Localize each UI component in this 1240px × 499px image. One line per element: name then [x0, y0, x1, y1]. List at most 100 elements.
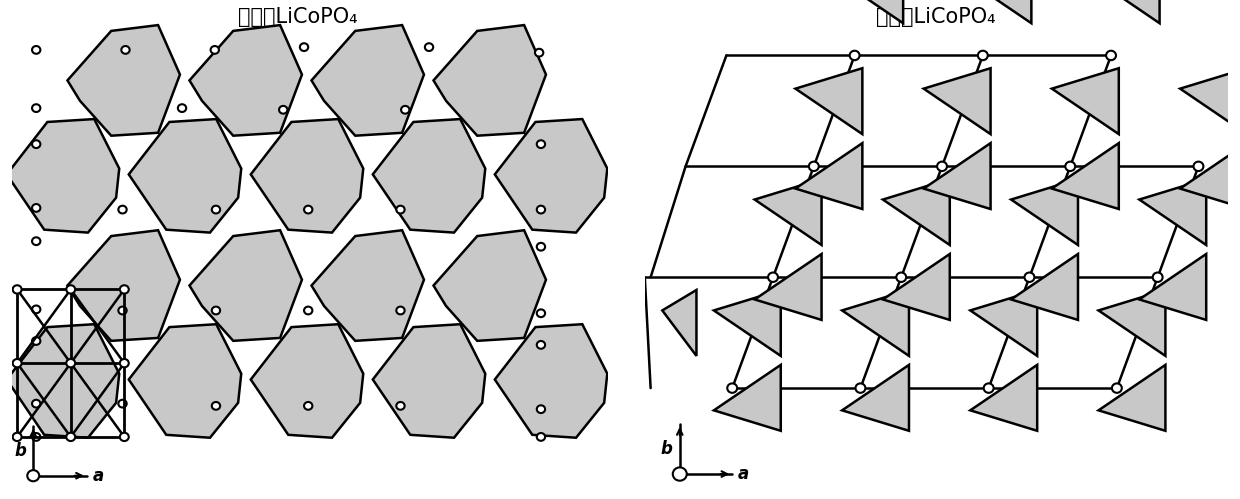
Circle shape: [537, 341, 546, 349]
Circle shape: [1194, 162, 1203, 171]
Polygon shape: [714, 290, 781, 356]
Polygon shape: [714, 365, 781, 431]
Polygon shape: [1140, 254, 1207, 320]
Circle shape: [1106, 51, 1116, 60]
Circle shape: [1065, 162, 1075, 171]
Text: a: a: [93, 467, 104, 485]
Polygon shape: [373, 119, 485, 233]
Circle shape: [212, 206, 221, 214]
Circle shape: [120, 433, 129, 441]
Polygon shape: [883, 179, 950, 245]
Circle shape: [304, 306, 312, 314]
Polygon shape: [1092, 0, 1159, 23]
Circle shape: [32, 104, 41, 112]
Circle shape: [425, 43, 433, 51]
Circle shape: [66, 359, 76, 367]
Circle shape: [177, 104, 186, 112]
Polygon shape: [129, 324, 242, 438]
Polygon shape: [1140, 179, 1207, 245]
Circle shape: [122, 46, 130, 54]
Polygon shape: [842, 365, 909, 431]
Circle shape: [1024, 272, 1034, 282]
Circle shape: [978, 51, 988, 60]
Polygon shape: [662, 290, 697, 356]
Text: 橄榄石LiCoPO₄: 橄榄石LiCoPO₄: [238, 6, 358, 26]
Circle shape: [401, 106, 409, 114]
Polygon shape: [1052, 68, 1118, 134]
Polygon shape: [495, 119, 608, 233]
Circle shape: [12, 359, 21, 367]
Polygon shape: [190, 230, 303, 341]
Text: b: b: [661, 440, 673, 458]
Polygon shape: [6, 324, 119, 438]
Circle shape: [768, 272, 777, 282]
Polygon shape: [965, 0, 1032, 23]
Circle shape: [537, 206, 546, 214]
Circle shape: [300, 43, 309, 51]
Polygon shape: [883, 254, 950, 320]
Circle shape: [120, 285, 129, 293]
Circle shape: [537, 405, 546, 413]
Polygon shape: [1099, 290, 1166, 356]
Polygon shape: [1052, 143, 1118, 209]
Polygon shape: [842, 290, 909, 356]
Polygon shape: [1099, 365, 1166, 431]
Circle shape: [66, 285, 76, 293]
Circle shape: [212, 402, 221, 410]
Circle shape: [849, 51, 859, 60]
Circle shape: [32, 305, 41, 313]
Circle shape: [397, 402, 404, 410]
Polygon shape: [1180, 68, 1240, 134]
Polygon shape: [311, 25, 424, 136]
Circle shape: [304, 402, 312, 410]
Circle shape: [32, 400, 41, 408]
Circle shape: [32, 46, 41, 54]
Circle shape: [118, 400, 126, 408]
Circle shape: [12, 433, 21, 441]
Text: a: a: [738, 465, 749, 483]
Polygon shape: [924, 143, 991, 209]
Polygon shape: [250, 324, 363, 438]
Circle shape: [32, 140, 41, 148]
Circle shape: [534, 49, 543, 56]
Circle shape: [856, 383, 866, 393]
Circle shape: [32, 433, 41, 441]
Text: b: b: [14, 442, 26, 460]
Circle shape: [537, 243, 546, 250]
Circle shape: [537, 309, 546, 317]
Polygon shape: [795, 68, 862, 134]
Circle shape: [32, 204, 41, 212]
Circle shape: [537, 140, 546, 148]
Polygon shape: [373, 324, 485, 438]
Polygon shape: [970, 365, 1037, 431]
Polygon shape: [434, 25, 546, 136]
Polygon shape: [1011, 254, 1078, 320]
Polygon shape: [67, 25, 180, 136]
Polygon shape: [836, 0, 903, 23]
Polygon shape: [67, 230, 180, 341]
Circle shape: [897, 272, 906, 282]
Polygon shape: [434, 230, 546, 341]
Circle shape: [118, 206, 126, 214]
Polygon shape: [755, 179, 822, 245]
Circle shape: [397, 306, 404, 314]
Circle shape: [983, 383, 993, 393]
Circle shape: [27, 470, 40, 481]
Circle shape: [304, 206, 312, 214]
Circle shape: [728, 383, 737, 393]
Polygon shape: [311, 230, 424, 341]
Text: 四面体LiCoPO₄: 四面体LiCoPO₄: [877, 6, 996, 26]
Circle shape: [397, 206, 404, 214]
Polygon shape: [755, 254, 822, 320]
Polygon shape: [6, 119, 119, 233]
Circle shape: [211, 46, 219, 54]
Circle shape: [1112, 383, 1122, 393]
Circle shape: [32, 337, 41, 345]
Polygon shape: [1011, 179, 1078, 245]
Circle shape: [212, 306, 221, 314]
Circle shape: [673, 468, 687, 481]
Circle shape: [808, 162, 818, 171]
Circle shape: [1153, 272, 1163, 282]
Circle shape: [937, 162, 947, 171]
Polygon shape: [795, 143, 862, 209]
